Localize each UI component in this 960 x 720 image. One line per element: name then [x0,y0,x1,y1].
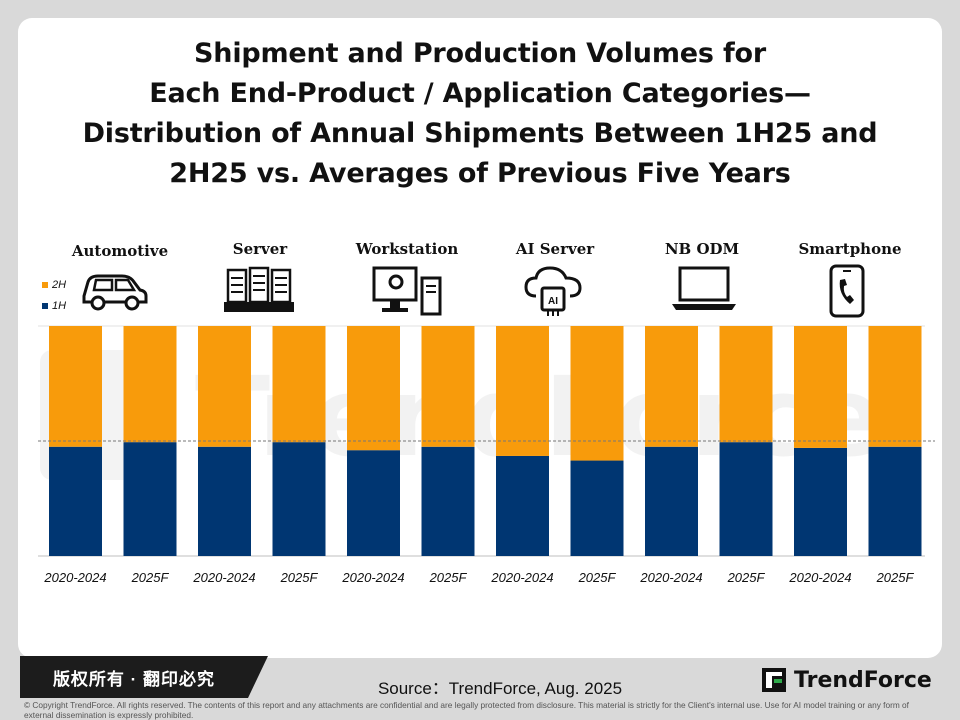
x-tick-label: 2025F [578,570,617,585]
bar-2h-0 [49,326,102,447]
trendforce-logo-icon [762,668,786,692]
bar-2h-8 [645,326,698,447]
bar-2h-3 [272,326,326,443]
x-tick-label: 2025F [131,570,170,585]
server-rack-icon [224,266,294,312]
bar-2h-11 [868,326,922,447]
legend-item-1h: 1H [42,300,66,312]
bar-1h-2 [198,446,251,556]
bar-1h-11 [868,446,922,556]
bar-1h-4 [347,450,400,556]
trendforce-logo: TrendForce [760,664,932,696]
category-label-ai-server: AI Server [515,240,595,258]
bar-2h-6 [496,326,549,456]
laptop-icon [672,266,736,310]
legend-label-2h: 2H [52,279,67,291]
category-label-automotive: Automotive [71,242,169,260]
car-icon [82,274,148,311]
legend-label-1h: 1H [52,300,67,312]
legend-item-2h: 2H [42,279,66,291]
rights-banner: 版权所有 · 翻印必究 [20,656,268,698]
legend-swatch-2h [42,282,48,289]
category-label-nb-odm: NB ODM [664,240,740,258]
bar-1h-6 [496,455,549,556]
chart-title: Shipment and Production Volumes for Each… [18,34,942,194]
x-tick-label: 2025F [429,570,468,585]
x-tick-label: 2025F [727,570,766,585]
smartphone-icon [829,264,865,318]
bar-2h-4 [347,326,400,451]
x-tick-label: 2020-2024 [43,570,106,585]
svg-text:AI: AI [548,296,558,307]
category-label-server: Server [232,240,288,258]
bar-1h-3 [272,442,326,556]
title-line: Each End-Product / Application Categorie… [149,78,811,109]
x-tick-label: 2020-2024 [341,570,404,585]
x-tick-label: 2020-2024 [192,570,255,585]
title-line: Distribution of Annual Shipments Between… [82,118,878,149]
bar-2h-2 [198,326,251,447]
legend-swatch-1h [42,303,48,310]
source-note: Source：TrendForce, Aug. 2025 [377,679,623,698]
bar-1h-0 [49,446,102,556]
x-tick-label: 2020-2024 [639,570,702,585]
bar-2h-7 [570,326,624,461]
bar-1h-5 [421,446,475,556]
bar-1h-10 [794,447,847,556]
x-tick-label: 2025F [280,570,319,585]
copyright-notice: © Copyright TrendForce. All rights reser… [24,700,909,720]
ai-cloud-chip-icon: AI [524,266,582,316]
bar-1h-8 [645,446,698,556]
bar-2h-9 [719,326,773,443]
bar-1h-9 [719,442,773,556]
bar-2h-5 [421,326,475,447]
title-line: 2H25 vs. Averages of Previous Five Years [169,158,791,189]
bar-2h-10 [794,326,847,448]
bar-1h-7 [570,460,624,556]
title-line: Shipment and Production Volumes for [194,38,766,69]
category-label-smartphone: Smartphone [798,240,902,258]
logo-text: TrendForce [794,667,932,693]
category-label-workstation: Workstation [355,240,459,258]
bar-2h-1 [123,326,177,443]
x-tick-label: 2025F [876,570,915,585]
x-tick-label: 2020-2024 [788,570,851,585]
bar-1h-1 [123,442,177,556]
x-tick-label: 2020-2024 [490,570,553,585]
workstation-icon [372,266,442,316]
